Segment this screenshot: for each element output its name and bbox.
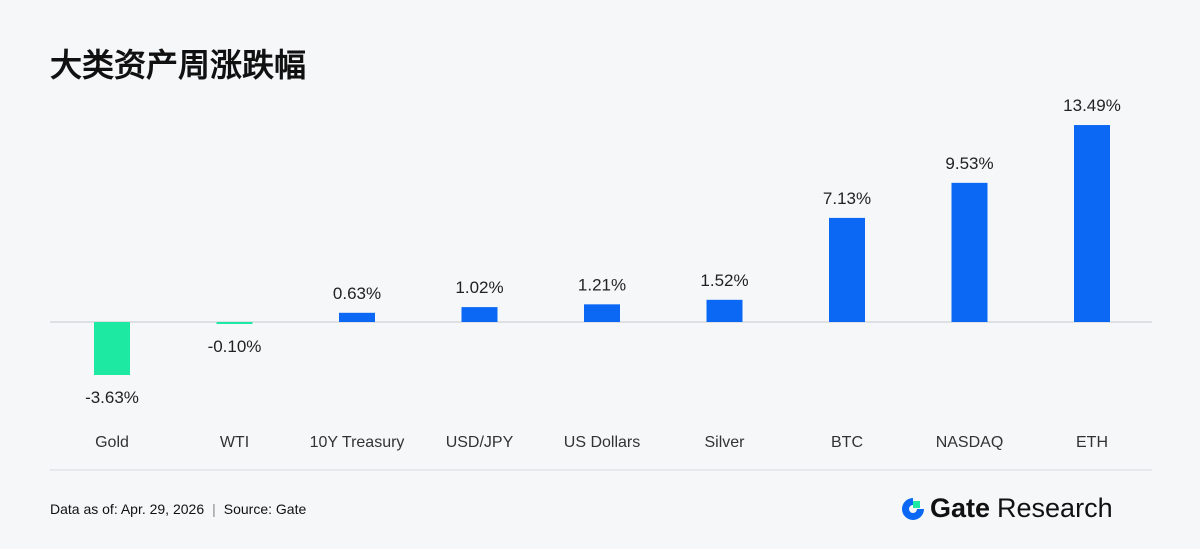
bar-silver [706,299,743,322]
category-label: Silver [704,434,745,451]
data-date: Data as of: Apr. 29, 2026 [50,501,205,517]
bar-wti [216,322,253,324]
bar-nasdaq [951,182,988,322]
data-source: Source: Gate [223,501,307,517]
gate-logo-icon [902,497,924,520]
data-label: -3.63% [85,388,139,407]
bar-gold [94,322,130,375]
data-label: 13.49% [1063,96,1121,115]
category-label: WTI [220,434,249,451]
footer: Data as of: Apr. 29, 2026 | Source: Gate [50,501,306,517]
data-label: 1.52% [700,271,748,290]
data-label: 1.02% [455,278,503,297]
data-label: 0.63% [333,284,381,303]
logo-suffix: Research [997,493,1113,523]
bar-10y-treasury [339,312,375,322]
data-label: 9.53% [945,154,993,173]
data-label: -0.10% [208,337,262,356]
category-label: ETH [1076,434,1108,451]
footer-separator: | [212,501,216,517]
category-label: NASDAQ [936,434,1004,451]
bar-eth [1074,125,1110,323]
category-label: 10Y Treasury [310,434,405,451]
category-label: US Dollars [564,434,640,451]
bar-usd-jpy [461,307,498,322]
chart-title: 大类资产周涨跌幅 [50,46,307,84]
bar-btc [829,217,865,322]
data-label: 7.13% [823,189,871,208]
category-label: USD/JPY [446,434,514,451]
category-label: BTC [831,434,863,451]
logo-brand: Gate [930,493,991,523]
data-label: 1.21% [578,275,626,294]
gate-research-logo: Gate Research [900,493,1113,524]
bar-us-dollars [584,304,620,322]
category-label: Gold [95,434,129,451]
